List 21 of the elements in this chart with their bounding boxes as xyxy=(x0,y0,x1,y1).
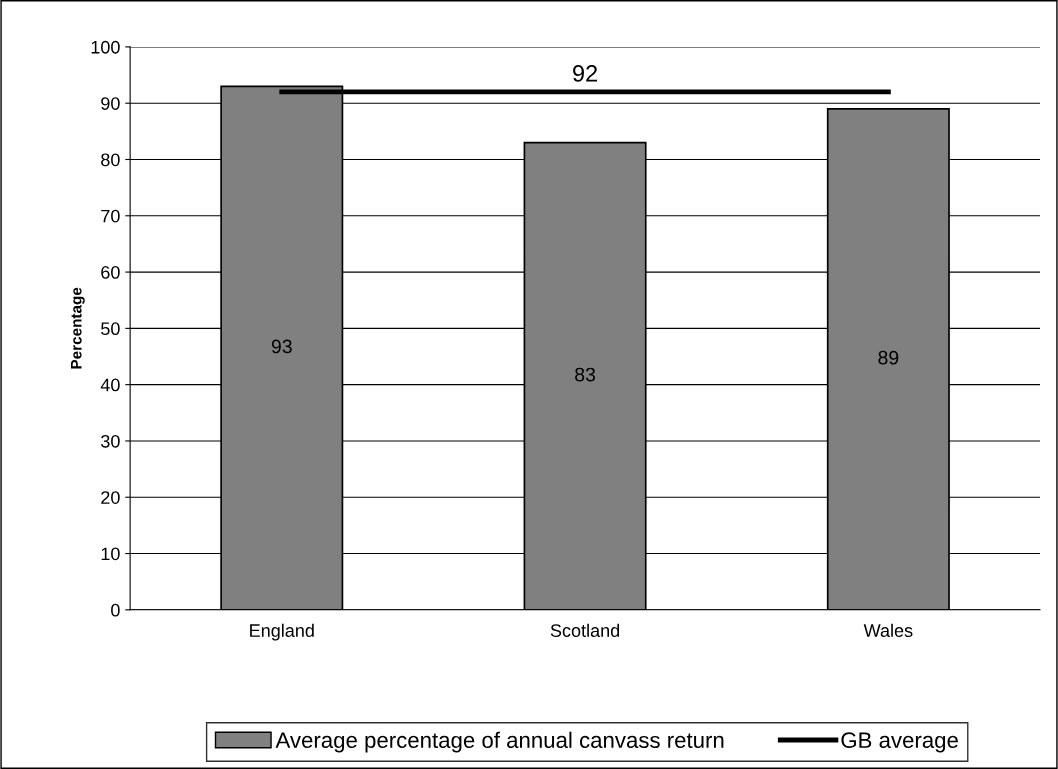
legend-label: Average percentage of annual canvass return xyxy=(275,731,724,753)
x-tick-label: Wales xyxy=(863,623,913,637)
y-tick-label: 30 xyxy=(101,434,120,448)
data-label: 92 xyxy=(573,65,598,82)
x-tick-label: Scotland xyxy=(550,623,620,637)
y-tick-label: 100 xyxy=(91,40,120,54)
x-tick-label: England xyxy=(250,623,314,641)
y-tick-label: 50 xyxy=(101,322,120,336)
data-label: 89 xyxy=(878,350,899,365)
y-tick-label: 0 xyxy=(111,603,120,617)
data-label: 93 xyxy=(271,339,292,354)
y-tick-label: 70 xyxy=(101,209,120,223)
y-tick-label: 10 xyxy=(101,547,120,561)
legend-label: GB average xyxy=(841,732,958,753)
y-tick-label: 60 xyxy=(101,266,120,279)
y-tick-label: 40 xyxy=(100,378,120,392)
y-axis-title: Percentage xyxy=(70,287,85,369)
data-label: 83 xyxy=(575,367,596,382)
y-tick-label: 80 xyxy=(101,153,120,167)
y-tick-label: 20 xyxy=(101,491,120,504)
y-tick-label: 90 xyxy=(101,97,120,110)
